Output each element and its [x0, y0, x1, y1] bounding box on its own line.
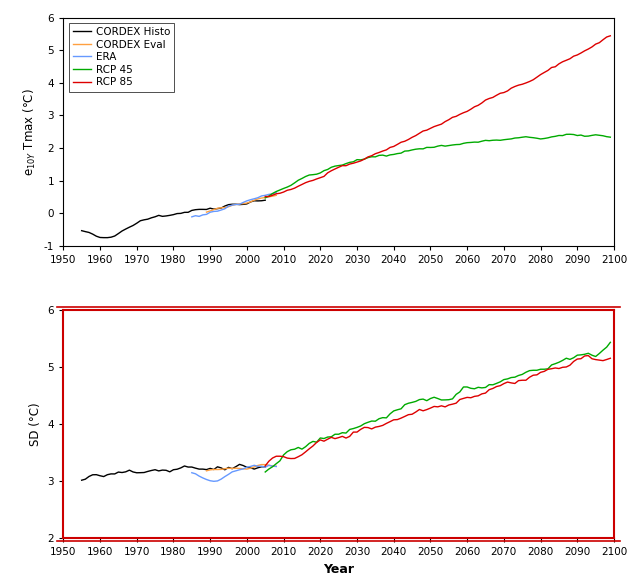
- CORDEX Eval: [261, 194, 269, 201]
- Legend: CORDEX Histo, CORDEX Eval, ERA, RCP 45, RCP 85: CORDEX Histo, CORDEX Eval, ERA, RCP 45, …: [68, 23, 174, 91]
- ERA: [251, 195, 258, 202]
- CORDEX Eval: [254, 195, 261, 202]
- ERA: [214, 208, 222, 215]
- Y-axis label: SD (°C): SD (°C): [29, 402, 42, 446]
- ERA: [265, 191, 273, 198]
- ERA: [247, 196, 254, 203]
- CORDEX Eval: [251, 197, 258, 204]
- RCP 45: [606, 133, 614, 140]
- ERA: [258, 192, 265, 199]
- CORDEX Eval: [225, 203, 232, 210]
- CORDEX Eval: [247, 198, 254, 205]
- Y-axis label: e$_{10Y}$ Tmax (°C): e$_{10Y}$ Tmax (°C): [22, 88, 39, 176]
- ERA: [239, 199, 247, 206]
- RCP 85: [606, 32, 614, 39]
- CORDEX Eval: [258, 195, 265, 202]
- ERA: [221, 205, 229, 212]
- CORDEX Eval: [235, 200, 243, 207]
- ERA: [206, 209, 214, 216]
- CORDEX Eval: [203, 209, 210, 216]
- CORDEX Eval: [210, 206, 218, 213]
- RCP 85: [276, 190, 284, 197]
- CORDEX Eval: [206, 208, 214, 215]
- RCP 45: [276, 187, 284, 194]
- ERA: [192, 212, 199, 219]
- CORDEX Histo: [141, 216, 148, 223]
- ERA: [188, 214, 196, 221]
- Line: RCP 45: RCP 45: [265, 135, 610, 198]
- RCP 45: [261, 194, 269, 201]
- ERA: [235, 201, 243, 208]
- RCP 85: [496, 90, 504, 97]
- CORDEX Eval: [217, 204, 225, 211]
- Line: CORDEX Eval: CORDEX Eval: [206, 195, 276, 212]
- CORDEX Eval: [229, 202, 236, 209]
- RCP 85: [515, 82, 522, 89]
- ERA: [272, 189, 280, 196]
- RCP 85: [504, 87, 511, 94]
- ERA: [269, 190, 277, 197]
- CORDEX Histo: [104, 234, 111, 241]
- ERA: [196, 213, 203, 220]
- CORDEX Histo: [78, 227, 85, 234]
- RCP 45: [518, 134, 526, 141]
- CORDEX Histo: [122, 226, 130, 233]
- RCP 45: [504, 136, 511, 143]
- Line: CORDEX Histo: CORDEX Histo: [82, 200, 265, 238]
- ERA: [261, 192, 269, 199]
- RCP 45: [324, 166, 332, 173]
- ERA: [225, 202, 232, 209]
- CORDEX Histo: [261, 197, 269, 204]
- CORDEX Eval: [214, 205, 222, 212]
- CORDEX Eval: [221, 204, 229, 211]
- ERA: [210, 208, 218, 215]
- ERA: [229, 202, 236, 209]
- RCP 85: [261, 193, 269, 200]
- RCP 85: [518, 81, 526, 88]
- RCP 45: [515, 135, 522, 142]
- CORDEX Histo: [137, 217, 144, 224]
- ERA: [217, 207, 225, 214]
- CORDEX Histo: [258, 197, 265, 204]
- ERA: [232, 201, 240, 208]
- CORDEX Eval: [243, 199, 251, 207]
- ERA: [243, 197, 251, 204]
- Line: RCP 85: RCP 85: [265, 36, 610, 197]
- CORDEX Eval: [269, 192, 277, 199]
- CORDEX Eval: [265, 193, 273, 200]
- CORDEX Eval: [239, 200, 247, 207]
- RCP 45: [496, 137, 504, 144]
- RCP 45: [566, 131, 573, 138]
- CORDEX Eval: [232, 201, 240, 208]
- CORDEX Eval: [272, 192, 280, 199]
- ERA: [254, 194, 261, 201]
- ERA: [203, 211, 210, 218]
- X-axis label: Year: Year: [323, 563, 354, 576]
- CORDEX Histo: [203, 206, 210, 213]
- CORDEX Histo: [214, 205, 222, 212]
- ERA: [199, 211, 206, 218]
- RCP 85: [324, 169, 332, 176]
- Line: ERA: ERA: [192, 192, 276, 217]
